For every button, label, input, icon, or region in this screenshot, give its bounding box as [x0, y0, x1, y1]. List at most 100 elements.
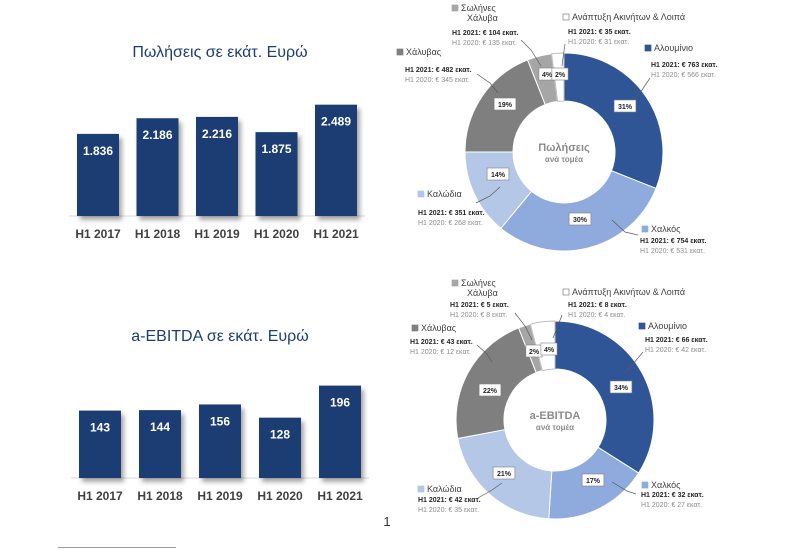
- leader-line: [475, 186, 501, 204]
- legend-swatch-realestate: [562, 13, 570, 21]
- leader-line: [624, 351, 644, 373]
- legend-swatch-steel: [396, 48, 404, 56]
- legend-h1-2020: H1 2020: € 135 εκατ.: [452, 40, 517, 47]
- legend-name: Ανάπτυξη Ακινήτων & Λοιπά: [572, 12, 685, 22]
- legend-h1-2020: H1 2020: € 4 εκατ.: [568, 312, 625, 319]
- bar-category-label: H1 2020: [254, 227, 300, 241]
- legend-swatch-cables: [417, 485, 425, 493]
- legend-swatch-pipes: [451, 4, 459, 12]
- legend-swatch-steel: [411, 324, 419, 332]
- bar-category-label: H1 2019: [197, 489, 243, 503]
- legend-name: Χαλκός: [651, 480, 681, 490]
- bar-category-label: H1 2021: [313, 227, 359, 241]
- bar-category-label: H1 2018: [137, 489, 183, 503]
- pct-label: 34%: [614, 385, 629, 392]
- bar-h1-2021: [319, 385, 361, 478]
- legend-swatch-aluminium: [644, 44, 652, 52]
- legend-swatch-realestate: [562, 288, 570, 296]
- bar-value-label: 143: [90, 421, 110, 435]
- bar-category-label: H1 2018: [135, 227, 181, 241]
- pct-label-box: [493, 97, 517, 111]
- pct-label: 22%: [483, 388, 498, 395]
- bar-value-label: 2.186: [142, 128, 172, 142]
- legend-name: Ανάπτυξη Ακινήτων & Λοιπά: [572, 287, 685, 297]
- legend-h1-2021: H1 2021: € 763 εκατ.: [651, 62, 718, 69]
- bar-category-label: H1 2021: [317, 489, 363, 503]
- pct-label: 14%: [491, 172, 506, 179]
- pct-label-box: [613, 99, 637, 113]
- donut-slice-steel: [455, 327, 537, 440]
- bar-value-label: 196: [330, 396, 350, 410]
- bar-category-label: H1 2020: [257, 489, 303, 503]
- leader-line: [611, 481, 637, 495]
- donut-slice-aluminium: [563, 52, 664, 190]
- donut-slice-copper: [500, 170, 657, 252]
- donut-center-subtitle: ανά τομέα: [545, 155, 583, 164]
- legend-swatch-aluminium: [638, 322, 646, 330]
- legend-h1-2020: H1 2020: € 345 εκατ.: [405, 77, 470, 84]
- donut-center-title: Πωλήσεις: [538, 142, 590, 154]
- leader-line: [552, 314, 563, 339]
- legend-h1-2021: H1 2021: € 8 εκατ.: [568, 302, 627, 309]
- legend-swatch-copper: [641, 481, 649, 489]
- legend-swatch-copper: [641, 225, 649, 233]
- legend-h1-2021: H1 2021: € 35 εκατ.: [568, 29, 631, 36]
- legend-h1-2020: H1 2020: € 268 εκατ.: [418, 220, 483, 227]
- pct-label-box: [568, 212, 592, 226]
- page-number: 1: [383, 514, 391, 529]
- leader-line: [476, 344, 493, 363]
- pct-label: 4%: [544, 347, 555, 354]
- pct-label-box: [478, 383, 502, 397]
- pct-label: 4%: [542, 72, 553, 79]
- legend-h1-2020: H1 2020: € 8 εκατ.: [450, 312, 507, 319]
- legend-h1-2021: H1 2021: € 482 εκατ.: [405, 67, 472, 74]
- pct-label: 19%: [498, 102, 513, 109]
- bar-value-label: 2.216: [202, 127, 232, 141]
- legend-name: Χάλυβας: [406, 47, 442, 57]
- legend-h1-2021: H1 2021: € 351 εκατ.: [418, 210, 485, 217]
- bar-chart-1: 143 H1 2017 144 H1 2018 156 H1 2019 128 H1 2020…: [71, 385, 369, 503]
- legend-h1-2020: H1 2020: € 531 εκατ.: [640, 248, 705, 255]
- bar-h1-2017: [79, 410, 121, 478]
- pct-label: 21%: [497, 471, 512, 478]
- pct-label: 2%: [529, 349, 540, 356]
- legend-name: Χάλυβα: [467, 13, 498, 23]
- legend-h1-2021: H1 2021: € 43 εκατ.: [410, 339, 473, 346]
- leader-line: [514, 312, 533, 341]
- pct-label-box: [581, 473, 605, 487]
- legend-name: Αλουμίνιο: [648, 321, 687, 331]
- pct-label-box: [492, 466, 516, 480]
- pct-label: 17%: [586, 478, 601, 485]
- legend-h1-2020: H1 2020: € 27 εκατ.: [641, 502, 702, 509]
- bar-h1-2019: [199, 404, 241, 478]
- sales-chart-title: Πωλήσεις σε εκάτ. Ευρώ: [132, 44, 308, 61]
- leader-line: [520, 39, 542, 67]
- legend-h1-2021: H1 2021: € 754 εκατ.: [640, 238, 707, 245]
- bar-value-label: 144: [150, 420, 170, 434]
- pct-label-box: [540, 342, 558, 356]
- legend-h1-2020: H1 2020: € 12 εκατ.: [410, 349, 471, 356]
- bar-category-label: H1 2017: [75, 227, 121, 241]
- legend-h1-2020: H1 2020: € 566 εκατ.: [651, 72, 716, 79]
- ebitda-chart-title: a-EBITDA σε εκάτ. Ευρώ: [131, 328, 309, 345]
- bar-h1-2019: [196, 116, 238, 216]
- leader-line: [611, 219, 639, 236]
- legend-name: Χάλυβας: [421, 323, 457, 333]
- bar-value-label: 128: [270, 428, 290, 442]
- legend-h1-2021: H1 2021: € 32 εκατ.: [641, 492, 704, 499]
- bar-value-label: 2.489: [321, 115, 351, 129]
- pct-label: 30%: [573, 217, 588, 224]
- legend-name: Καλώδια: [427, 484, 462, 494]
- bar-h1-2020: [259, 417, 301, 478]
- legend-name: Καλώδια: [427, 189, 462, 199]
- legend-h1-2020: H1 2020: € 31 εκατ.: [568, 39, 629, 46]
- legend-h1-2021: H1 2021: € 42 εκατ.: [418, 497, 481, 504]
- leader-line: [634, 77, 651, 99]
- footnote-divider: [58, 547, 176, 548]
- donut-center-title: a-EBITDA: [530, 410, 581, 422]
- bar-h1-2021: [315, 104, 357, 216]
- legend-name: Χάλυβα: [467, 288, 498, 298]
